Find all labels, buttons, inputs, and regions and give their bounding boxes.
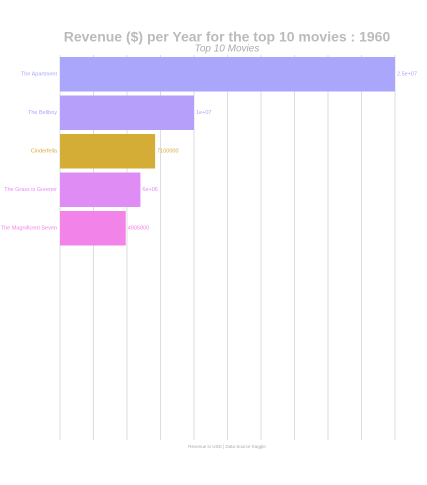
value-label: 4905000 bbox=[128, 226, 149, 232]
bar bbox=[60, 95, 194, 130]
y-tick-label: The Apartment bbox=[21, 72, 58, 78]
bar bbox=[60, 134, 156, 169]
bar bbox=[60, 57, 395, 92]
bar bbox=[60, 211, 126, 246]
chart-title: Revenue ($) per Year for the top 10 movi… bbox=[64, 29, 391, 45]
bar bbox=[60, 172, 141, 207]
chart-subtitle: Top 10 Movies bbox=[195, 44, 260, 55]
y-tick-label: The Magnificent Seven bbox=[1, 226, 57, 232]
value-label: 1e+07 bbox=[196, 110, 211, 116]
y-tick-label: The Bellboy bbox=[28, 110, 57, 116]
y-tick-label: Cinderfella bbox=[31, 149, 58, 155]
value-label: 2.5e+07 bbox=[397, 72, 417, 78]
value-label: 6e+06 bbox=[142, 187, 157, 193]
caption: Revenue in USD | Data Source Kaggle bbox=[188, 444, 266, 449]
value-label: 7100000 bbox=[157, 149, 178, 155]
y-tick-label: The Grass is Greener bbox=[4, 187, 57, 193]
